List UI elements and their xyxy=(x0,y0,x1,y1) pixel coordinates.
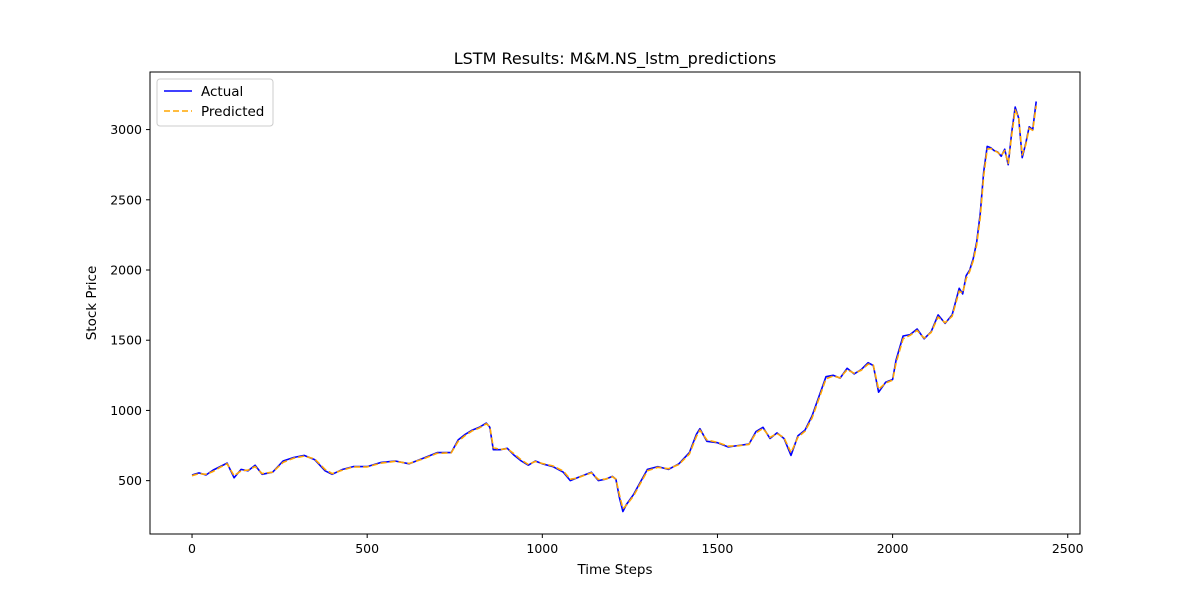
chart-title: LSTM Results: M&M.NS_lstm_predictions xyxy=(454,49,777,69)
legend: Actual Predicted xyxy=(156,78,274,127)
y-tick-label: 1000 xyxy=(110,403,142,418)
legend-label-predicted: Predicted xyxy=(201,104,264,120)
x-tick-label: 0 xyxy=(188,541,196,556)
x-tick-label: 2500 xyxy=(1052,541,1084,556)
plot-frame xyxy=(149,71,1081,535)
x-axis-ticks: 0 500 1000 1500 2000 2500 xyxy=(188,534,1084,556)
x-tick-label: 2000 xyxy=(877,541,909,556)
series-line-predicted xyxy=(191,105,1037,510)
y-tick-label: 2000 xyxy=(110,263,142,278)
y-tick-label: 2500 xyxy=(110,192,142,207)
x-tick-label: 1500 xyxy=(702,541,734,556)
y-axis-label: Stock Price xyxy=(84,266,100,341)
y-tick-label: 3000 xyxy=(110,122,142,137)
y-axis-ticks: 500 1000 1500 2000 2500 3000 xyxy=(110,122,150,488)
legend-label-actual: Actual xyxy=(201,84,243,100)
y-tick-label: 1500 xyxy=(110,333,142,348)
x-tick-label: 500 xyxy=(355,541,379,556)
series-layer xyxy=(191,101,1037,513)
plot-area xyxy=(150,72,1080,534)
y-tick-label: 500 xyxy=(118,473,142,488)
x-axis-label: Time Steps xyxy=(576,562,652,578)
x-tick-label: 1000 xyxy=(526,541,558,556)
